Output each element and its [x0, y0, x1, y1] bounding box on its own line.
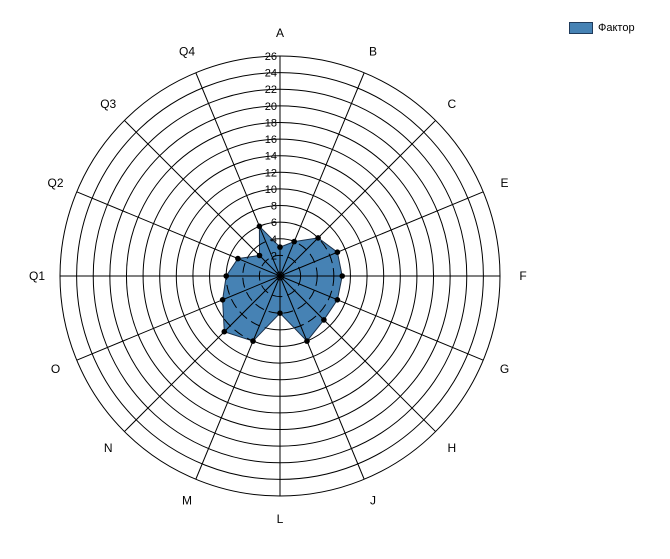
radar-labels: 2468101214161820222426ABCEFGHJLMNOQ1Q2Q3… [29, 26, 527, 526]
data-point-q4 [256, 223, 263, 230]
r-tick-label: 12 [265, 167, 277, 179]
grid-spoke-overlay [222, 275, 281, 342]
category-label-q4: Q4 [179, 45, 195, 59]
data-point-a [277, 244, 283, 250]
data-point-j [304, 338, 310, 344]
data-point-m [250, 338, 256, 344]
category-label-c: C [447, 97, 456, 111]
r-tick-label: 6 [271, 217, 277, 229]
r-tick-label: 14 [265, 151, 277, 163]
grid-spoke-overlay [222, 275, 281, 342]
category-label-b: B [369, 45, 377, 59]
r-tick-label: 2 [271, 250, 277, 262]
data-point-q2 [235, 255, 241, 262]
r-tick-label: 24 [265, 68, 277, 80]
r-tick-label: 26 [265, 51, 277, 63]
grid-spoke-overlay [222, 275, 281, 342]
legend-label: Фактор [598, 22, 635, 34]
data-point-b [291, 238, 298, 245]
data-point-q1 [223, 273, 229, 279]
r-tick-label: 20 [265, 101, 277, 113]
legend-swatch [569, 22, 593, 34]
data-point-f [339, 273, 346, 279]
r-tick-label: 16 [265, 134, 277, 146]
series-area [222, 225, 343, 342]
category-label-a: A [276, 26, 284, 40]
category-label-n: N [104, 441, 113, 455]
category-label-f: F [519, 269, 526, 283]
grid-spoke-overlay [279, 226, 343, 277]
r-tick-label: 4 [271, 234, 277, 246]
grid-spoke [124, 120, 281, 277]
legend: Фактор [569, 22, 635, 34]
category-label-o: O [51, 362, 60, 376]
data-point-c [315, 235, 321, 241]
data-point-l [277, 310, 283, 317]
category-label-g: G [500, 362, 509, 376]
grid-spoke-overlay [279, 275, 343, 342]
r-tick-label: 8 [271, 201, 277, 213]
category-label-h: H [447, 441, 456, 455]
data-point-h [321, 317, 327, 323]
grid-spoke-overlay [279, 275, 343, 342]
category-label-j: J [370, 494, 376, 508]
category-label-q2: Q2 [47, 176, 63, 190]
grid-spoke-overlay [222, 226, 281, 277]
data-point-q3 [256, 252, 263, 259]
data-point-g [334, 297, 341, 303]
category-label-l: L [277, 512, 284, 526]
r-tick-label: 22 [265, 84, 277, 96]
data-point-e [334, 249, 341, 255]
r-tick-label: 10 [265, 184, 277, 196]
grid-spoke-overlay [279, 226, 343, 277]
category-label-m: M [182, 494, 192, 508]
grid-spoke-overlay [279, 275, 343, 342]
data-point-n [221, 328, 228, 335]
grid-spoke-overlay [222, 226, 281, 277]
category-label-q1: Q1 [29, 269, 45, 283]
category-label-q3: Q3 [100, 97, 116, 111]
data-point-o [219, 297, 226, 303]
category-label-e: E [500, 176, 508, 190]
r-tick-label: 18 [265, 117, 277, 129]
